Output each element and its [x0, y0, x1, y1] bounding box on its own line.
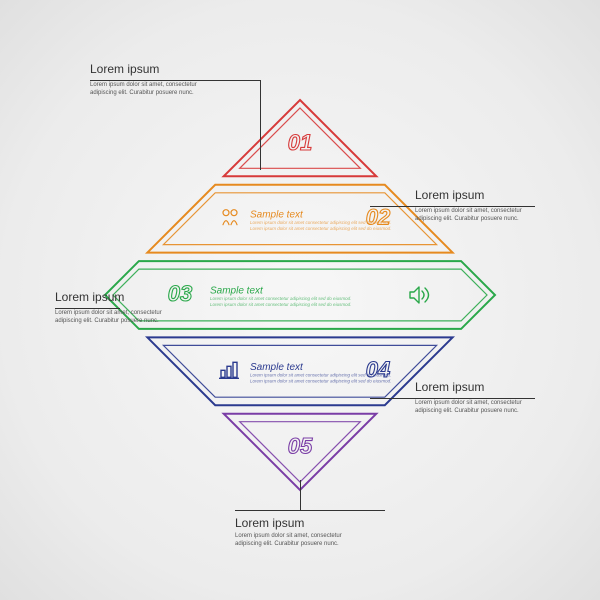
callout-1: Lorem ipsum Lorem ipsum dolor sit amet, … — [90, 62, 220, 98]
callout-2: Lorem ipsum Lorem ipsum dolor sit amet, … — [415, 188, 545, 224]
infographic-stage: 01Sample textLorem ipsum dolor sit amet … — [0, 0, 600, 600]
svg-text:Sample text: Sample text — [210, 286, 264, 297]
callout-3-body: Lorem ipsum dolor sit amet, consectetur … — [55, 310, 175, 326]
callout-5-title: Lorem ipsum — [235, 516, 385, 530]
svg-text:Sample text: Sample text — [250, 362, 304, 373]
callout-4-title: Lorem ipsum — [415, 380, 545, 394]
callout-1-title: Lorem ipsum — [90, 62, 220, 76]
svg-text:04: 04 — [366, 357, 390, 382]
svg-text:02: 02 — [366, 205, 391, 230]
callout-2-body: Lorem ipsum dolor sit amet, consectetur … — [415, 208, 535, 224]
callout-4-body: Lorem ipsum dolor sit amet, consectetur … — [415, 400, 535, 416]
callout-4: Lorem ipsum Lorem ipsum dolor sit amet, … — [415, 380, 545, 416]
callout-3: Lorem ipsum Lorem ipsum dolor sit amet, … — [55, 290, 185, 326]
svg-text:01: 01 — [288, 130, 312, 155]
callout-2-title: Lorem ipsum — [415, 188, 545, 202]
svg-text:Lorem ipsum dolor sit amet con: Lorem ipsum dolor sit amet consectetur a… — [210, 302, 351, 307]
svg-text:Lorem ipsum dolor sit amet con: Lorem ipsum dolor sit amet consectetur a… — [210, 296, 351, 301]
callout-1-body: Lorem ipsum dolor sit amet, consectetur … — [90, 82, 210, 98]
svg-text:Sample text: Sample text — [250, 209, 304, 220]
callout-5-body: Lorem ipsum dolor sit amet, consectetur … — [235, 533, 355, 549]
callout-3-title: Lorem ipsum — [55, 290, 185, 304]
callout-5: Lorem ipsum Lorem ipsum dolor sit amet, … — [235, 510, 385, 549]
svg-text:05: 05 — [288, 434, 313, 459]
